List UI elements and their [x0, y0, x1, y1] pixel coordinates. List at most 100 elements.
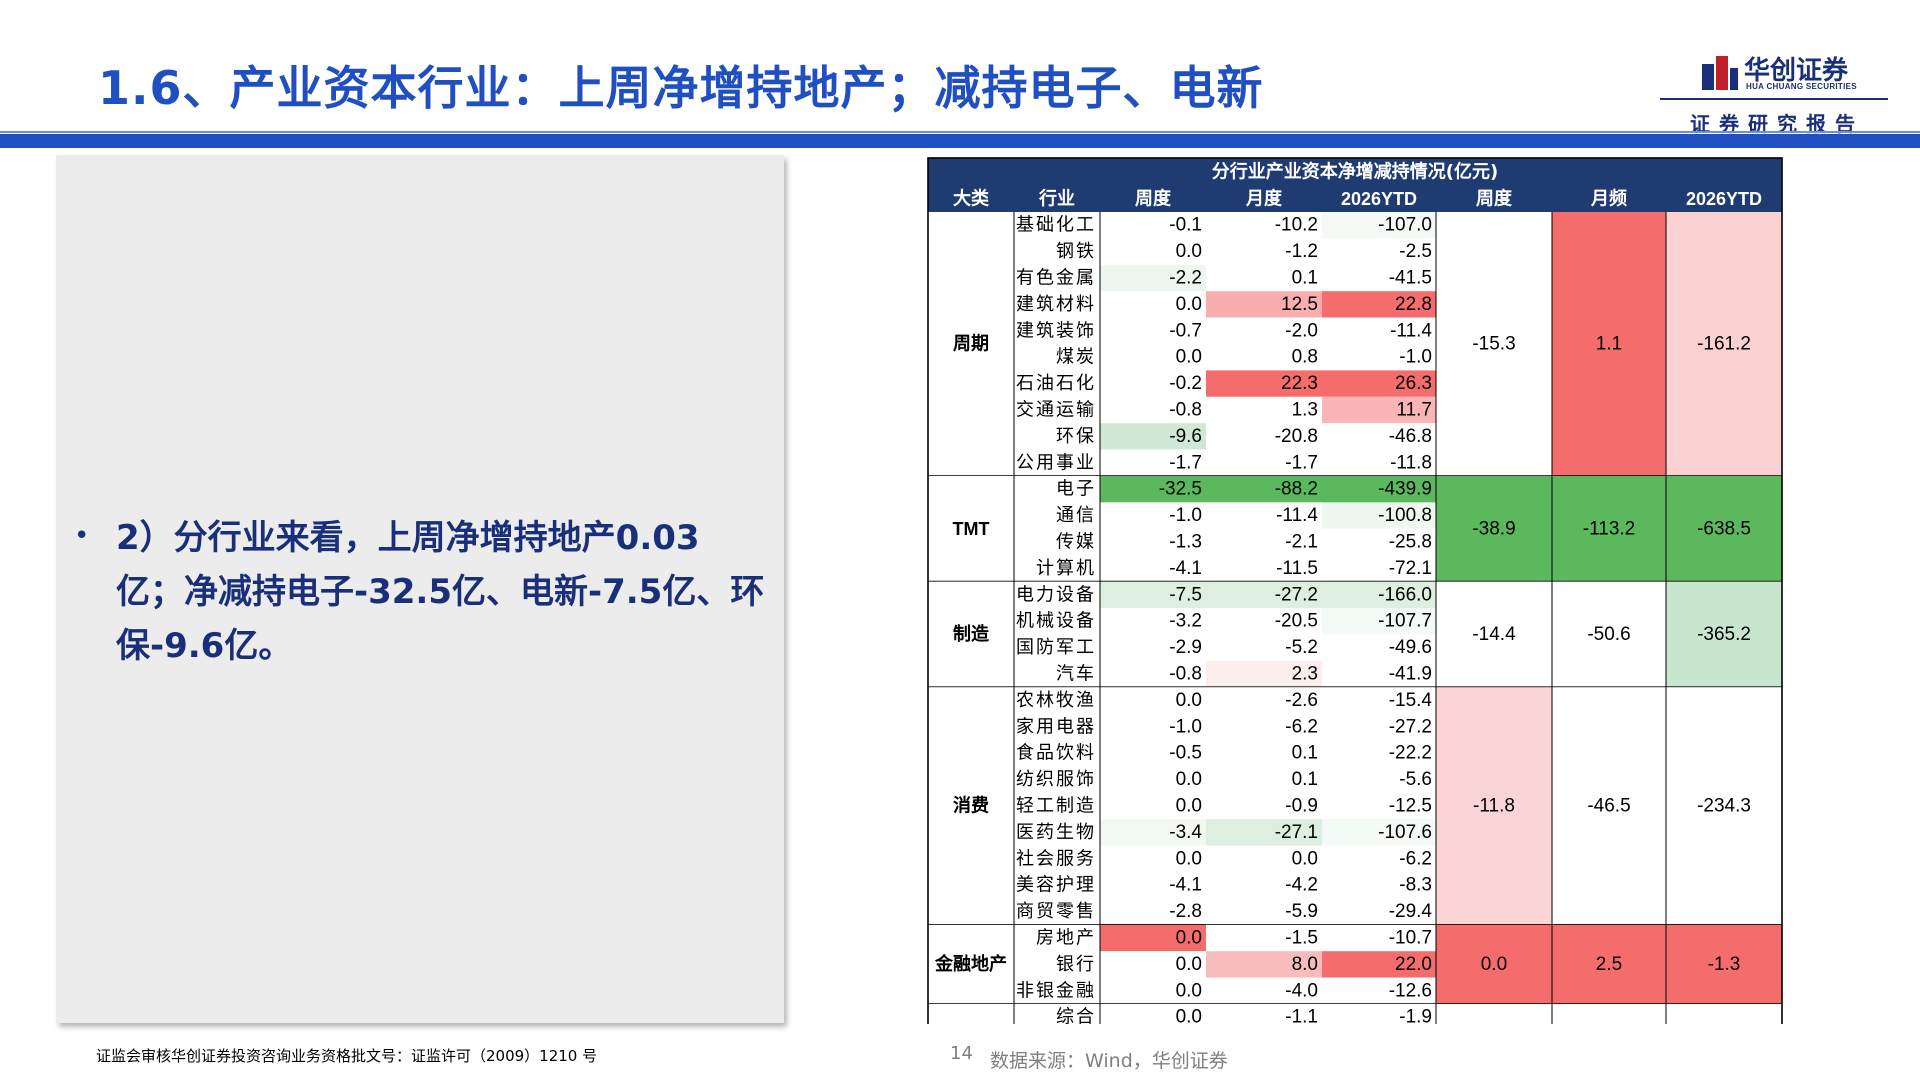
value-cell [1206, 370, 1322, 397]
value-cell [1100, 792, 1206, 820]
value-cell [1100, 845, 1206, 872]
value-cell [1206, 819, 1322, 846]
industry-cell [1014, 634, 1100, 661]
value-cell [1206, 449, 1322, 476]
value-cell [1322, 291, 1436, 318]
value-cell [1206, 423, 1322, 450]
logo-mark-icon [1702, 56, 1738, 90]
industry-label: 社会服务 [1016, 848, 1096, 869]
value-cell [1322, 1004, 1436, 1024]
summary-label: -1.3 [1708, 954, 1741, 975]
value-cell [1100, 713, 1206, 740]
summary-cell [1666, 581, 1782, 688]
value-label: -22.2 [1389, 743, 1432, 764]
value-cell [1206, 238, 1322, 265]
industry-label: 传媒 [1056, 532, 1096, 553]
value-label: -2.6 [1285, 690, 1318, 711]
industry-label: 家用电器 [1016, 716, 1096, 737]
industry-cell [1014, 951, 1100, 978]
header-cell-2: 行业 [1038, 188, 1075, 210]
value-cell [1206, 766, 1322, 793]
value-cell [1322, 792, 1436, 820]
value-label: -12.6 [1389, 980, 1432, 1001]
industry-label: 建筑装饰 [1016, 320, 1096, 341]
industry-label: 钢铁 [1056, 241, 1096, 262]
value-cell [1322, 212, 1436, 239]
data-source: 数据来源：Wind，华创证券 [990, 1050, 1228, 1072]
value-label: 0.0 [1176, 241, 1202, 262]
company-logo: 华创证券 HUA CHUANG SECURITIES [1700, 52, 1880, 96]
industry-label: 银行 [1056, 954, 1096, 975]
summary-label: -113.2 [1583, 518, 1635, 539]
summary-label: -50.6 [1587, 624, 1630, 645]
value-cell [1206, 792, 1322, 820]
value-cell [1206, 581, 1322, 608]
industry-cell [1014, 713, 1100, 740]
value-cell [1100, 977, 1206, 1004]
header-cell-7: 月频 [1590, 188, 1627, 210]
value-cell [1100, 449, 1206, 476]
value-cell [1322, 845, 1436, 872]
value-cell [1206, 898, 1322, 925]
industry-cell [1014, 264, 1100, 292]
value-label: -9.6 [1169, 426, 1202, 447]
header-cell-6: 周度 [1476, 188, 1513, 210]
industry-label: 石油石化 [1016, 373, 1096, 394]
value-cell [1322, 528, 1436, 556]
value-cell [1100, 212, 1206, 239]
industry-cell [1014, 238, 1100, 265]
value-label: 0.0 [1176, 796, 1202, 817]
value-label: -4.2 [1285, 875, 1318, 896]
value-cell [1100, 264, 1206, 292]
value-label: -1.2 [1285, 241, 1318, 262]
value-label: -11.4 [1390, 320, 1432, 341]
value-label: -10.2 [1275, 215, 1318, 236]
header-cell-4: 月度 [1245, 188, 1283, 210]
industry-cell [1014, 898, 1100, 925]
header-cell-5: 2026YTD [1341, 189, 1417, 209]
value-cell [1322, 449, 1436, 476]
value-cell [1322, 502, 1436, 529]
industry-cell [1014, 766, 1100, 793]
industry-label: 美容护理 [1016, 875, 1096, 896]
value-cell [1100, 396, 1206, 424]
industry-label: 通信 [1056, 505, 1096, 526]
value-label: -0.9 [1285, 796, 1318, 817]
summary-label: -161.2 [1697, 334, 1751, 355]
value-cell [1100, 660, 1206, 688]
value-label: 0.1 [1292, 769, 1318, 790]
value-cell [1322, 344, 1436, 371]
industry-cell [1014, 845, 1100, 872]
value-cell [1100, 872, 1206, 899]
value-label: -1.1 [1285, 1007, 1318, 1024]
value-cell [1206, 476, 1322, 503]
value-label: -1.0 [1169, 716, 1202, 737]
industry-cell [1014, 819, 1100, 846]
industry-cell [1014, 608, 1100, 635]
page-number: 14 [950, 1043, 973, 1064]
value-cell [1206, 634, 1322, 661]
value-label: -11.5 [1276, 558, 1318, 579]
value-cell [1100, 370, 1206, 397]
value-cell [1100, 687, 1206, 714]
value-label: 0.0 [1176, 954, 1202, 975]
group-cell [928, 1004, 1014, 1024]
summary-cell [1436, 924, 1552, 1004]
value-label: -107.7 [1378, 611, 1432, 632]
value-cell [1206, 317, 1322, 344]
value-cell [1322, 608, 1436, 635]
summary-cell [1552, 476, 1666, 582]
industry-label: 机械设备 [1016, 611, 1096, 632]
value-label: 22.0 [1395, 954, 1432, 975]
table-border [927, 157, 1783, 1024]
summary-label: -46.5 [1587, 796, 1630, 817]
group-cell [928, 212, 1014, 476]
industry-cell [1014, 370, 1100, 397]
industry-label: 医药生物 [1016, 822, 1096, 843]
value-label: -2.8 [1169, 901, 1202, 922]
value-label: -1.7 [1285, 452, 1318, 473]
summary-cell [1436, 1004, 1552, 1024]
value-label: -4.0 [1285, 980, 1318, 1001]
industry-label: 基础化工 [1016, 215, 1096, 236]
summary-cell [1552, 924, 1666, 1004]
